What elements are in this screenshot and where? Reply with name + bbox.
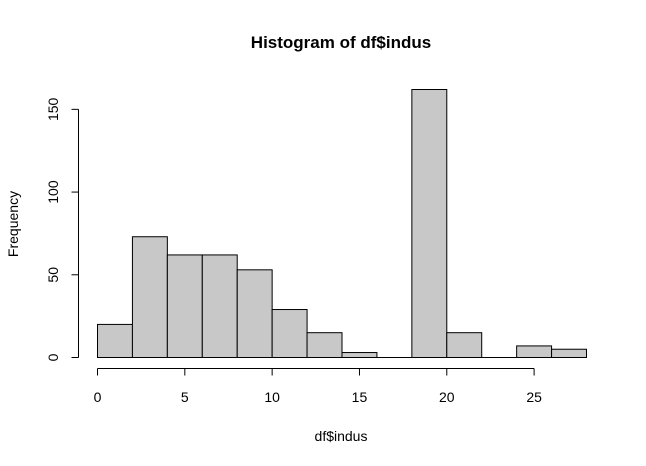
- bars-group: [97, 89, 587, 359]
- histogram-bar: [201, 254, 238, 358]
- chart-title: Histogram of df$indus: [251, 33, 431, 52]
- histogram-bar: [306, 332, 343, 358]
- histogram-bar: [271, 309, 308, 358]
- x-tick-label: 0: [94, 389, 102, 405]
- histogram-bar: [446, 332, 483, 358]
- histogram-bar: [551, 348, 587, 358]
- histogram-bar: [411, 89, 448, 358]
- y-axis: 0 50 100 150: [45, 97, 79, 361]
- x-tick-label: 10: [264, 389, 280, 405]
- histogram-bar: [166, 254, 203, 358]
- histogram-bar: [97, 323, 133, 358]
- y-tick-label: 0: [45, 353, 61, 361]
- histogram-bar: [341, 352, 378, 359]
- histogram-bar: [516, 345, 553, 358]
- y-tick-label: 50: [45, 267, 61, 283]
- histogram-bar: [236, 269, 273, 358]
- x-tick-label: 5: [181, 389, 189, 405]
- x-axis: 0 5 10 15 20 25: [94, 368, 542, 405]
- x-tick-label: 25: [526, 389, 542, 405]
- y-tick-label: 100: [45, 180, 61, 204]
- x-axis-label: df$indus: [315, 428, 368, 444]
- y-tick-label: 150: [45, 97, 61, 121]
- x-tick-label: 15: [352, 389, 368, 405]
- x-tick-label: 20: [439, 389, 455, 405]
- histogram-bar: [131, 236, 168, 359]
- y-axis-label: Frequency: [5, 191, 21, 257]
